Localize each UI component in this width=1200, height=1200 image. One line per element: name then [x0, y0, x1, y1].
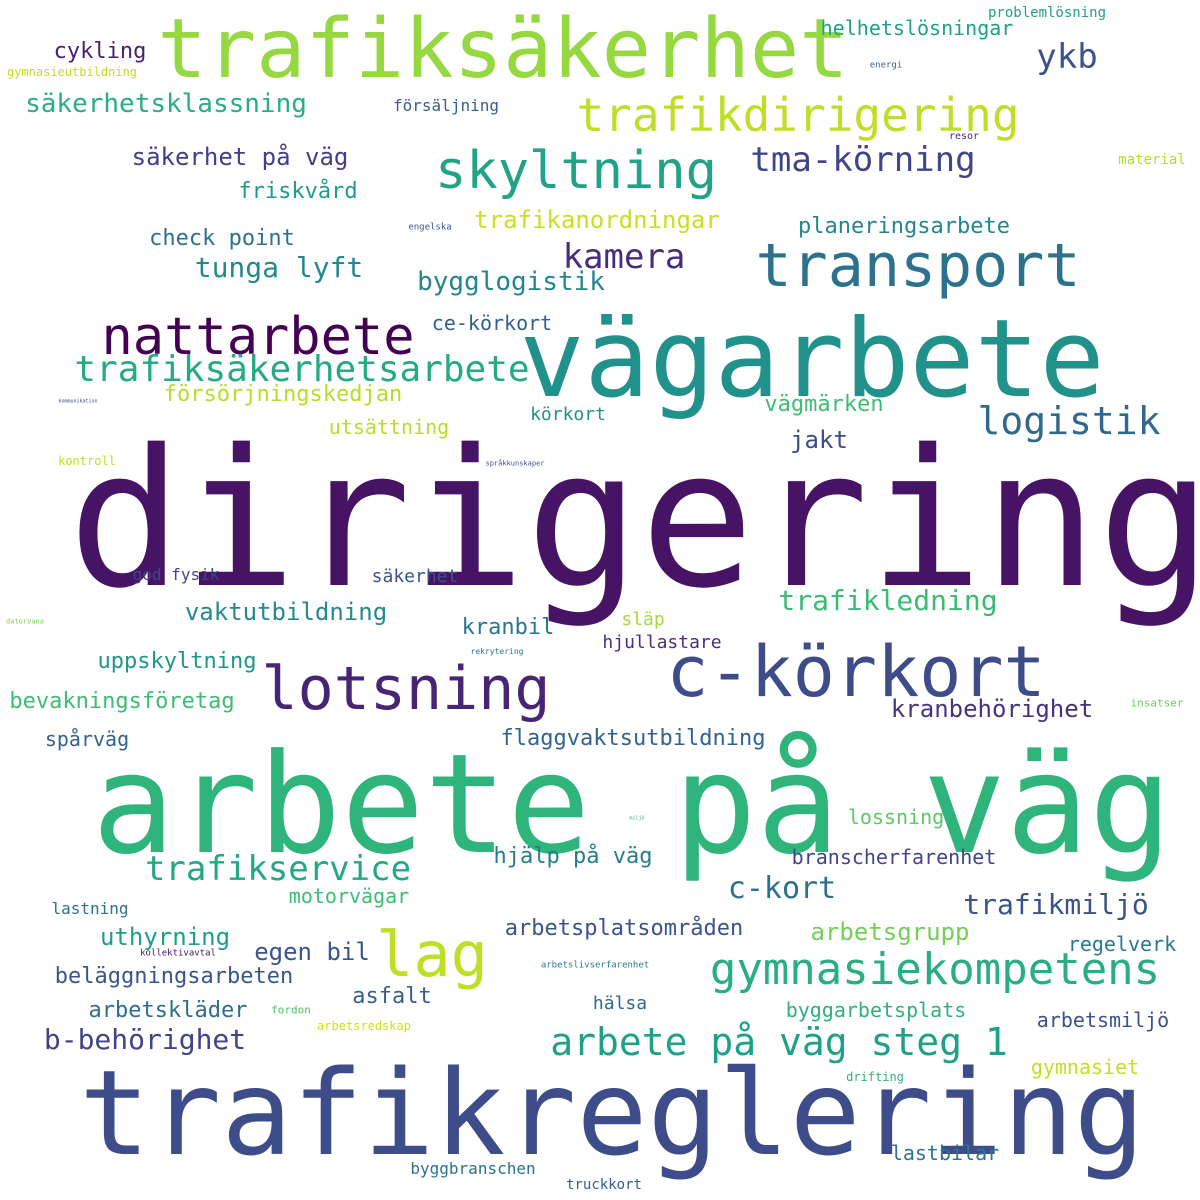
word: arbetslivserfarenhet [540, 960, 650, 971]
word: byggarbetsplats [785, 998, 967, 1022]
word: arbete på väg [91, 724, 1173, 885]
word: trafikdirigering [576, 88, 1020, 142]
word: cykling [53, 39, 147, 64]
word: hjullastare [602, 632, 722, 653]
word: energi [869, 60, 903, 71]
word: hälsa [592, 993, 648, 1014]
word: körkort [530, 404, 606, 425]
word: ce-körkort [431, 311, 553, 335]
word: arbetsplatsområden [504, 916, 744, 941]
word: lastbilar [890, 1141, 1000, 1165]
word: material [1118, 152, 1186, 168]
word: gymnasiekompetens [709, 944, 1161, 995]
word: bygglogistik [417, 267, 605, 297]
word: c-kort [727, 871, 837, 906]
word: kommunikation [58, 398, 98, 405]
word: god fysik [132, 565, 220, 584]
word: beläggningsarbeten [54, 964, 294, 989]
word: spårväg [44, 727, 130, 751]
word: branscherfarenhet [791, 845, 997, 869]
word: gymnasieutbildning [6, 65, 138, 79]
word: egen bil [254, 938, 370, 966]
word: miljö [629, 815, 645, 822]
word: trafikledning [778, 584, 998, 617]
word: fordon [271, 1003, 311, 1017]
word: planeringsarbete [798, 214, 1010, 239]
word: logistik [977, 399, 1161, 443]
word: b-behörighet [43, 1023, 247, 1056]
word: kamera [562, 237, 686, 277]
word: språkkunskaper [485, 459, 545, 468]
word: gymnasiet [1030, 1055, 1140, 1079]
word: engelska [408, 222, 452, 233]
word: rekrytering [470, 647, 524, 656]
word: vägmärken [764, 392, 884, 417]
word: trafikreglering [79, 1044, 1145, 1182]
word: dirigering [68, 409, 1200, 630]
word: säkerhet på väg [131, 143, 349, 171]
word: uthyrning [99, 923, 231, 951]
word: check point [149, 226, 295, 251]
word: trafikmiljö [963, 888, 1149, 921]
word: nattarbete [101, 307, 415, 367]
word: vaktutbildning [184, 598, 388, 626]
word: kranbehörighet [890, 695, 1094, 723]
word: jakt [790, 426, 848, 454]
word: säkerhetsklassning [25, 89, 307, 119]
word: arbete på väg steg 1 [550, 1020, 1008, 1064]
word: datorvana [6, 617, 44, 626]
word: trafikanordningar [474, 206, 720, 234]
word: hjälp på väg [493, 844, 653, 869]
word: ykb [1036, 37, 1098, 77]
word: problemlösning [987, 5, 1107, 21]
word: insatser [1130, 696, 1184, 710]
word: friskvård [238, 179, 358, 204]
word: försäljning [393, 96, 499, 115]
word: trafiksäkerhet [157, 2, 849, 97]
word: lag [376, 918, 488, 991]
word: trafiksäkerhetsarbete [74, 349, 530, 390]
word: flaggvaktsutbildning [500, 726, 766, 751]
word: försörjningskedjan [163, 382, 403, 407]
word: tma-körning [750, 140, 976, 180]
word: arbetsredskap [317, 1019, 411, 1033]
word: resor [948, 131, 980, 142]
word: tunga lyft [194, 251, 364, 284]
word: lossning [847, 805, 945, 829]
word: byggbranschen [410, 1159, 536, 1178]
word: skyltning [435, 141, 717, 201]
word: säkerhet [371, 566, 459, 587]
word: arbetsmiljö [1036, 1008, 1170, 1032]
word: utsättning [328, 415, 450, 439]
word: kontroll [58, 454, 116, 468]
word: asfalt [352, 984, 432, 1009]
word: helhetslösningar [820, 16, 1014, 40]
word: lotsning [261, 654, 551, 724]
word: trafikservice [144, 849, 412, 889]
word: vägarbete [519, 297, 1105, 422]
word: motorvägar [288, 884, 410, 908]
word: transport [755, 231, 1081, 301]
word: arbetsgrupp [810, 918, 970, 946]
word: c-körkort [666, 631, 1046, 713]
word: drifting [846, 1070, 904, 1084]
word: kollektivavtal [140, 948, 216, 959]
word: arbetskläder [88, 998, 248, 1023]
word: kranbil [461, 615, 555, 640]
word: lastning [51, 899, 129, 918]
word: regelverk [1067, 932, 1177, 956]
word: truckkort [566, 1177, 642, 1193]
word: bevakningsföretag [9, 689, 235, 714]
word: släp [621, 609, 665, 630]
word: uppskyltning [97, 649, 257, 674]
